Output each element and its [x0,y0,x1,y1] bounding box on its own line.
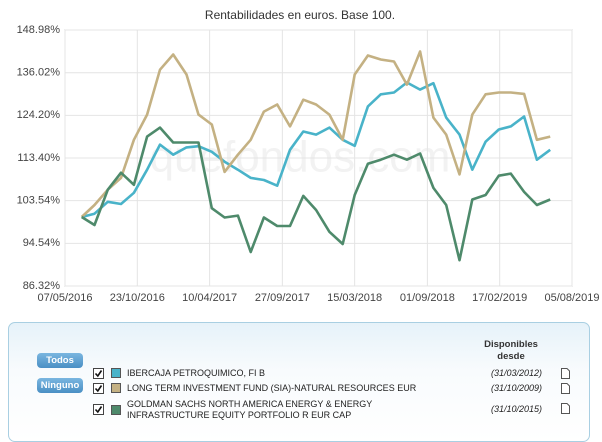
document-icon[interactable] [561,403,570,414]
chart-title: Rentabilidades en euros. Base 100. [205,8,395,22]
legend-swatch [111,383,121,393]
document-icon[interactable] [561,383,570,394]
select-all-button[interactable]: Todos [37,353,83,368]
checkbox[interactable] [93,368,104,379]
chart: Rentabilidades en euros. Base 100. quefo… [17,8,600,304]
y-tick-label: 103.54% [17,195,61,207]
legend-swatch [111,368,121,378]
checkbox[interactable] [93,383,104,394]
series-line [81,126,551,262]
legend-label: LONG TERM INVESTMENT FUND (SIA)-NATURAL … [127,383,417,393]
y-tick-label: 113.40% [17,152,60,164]
since-date: (31/03/2012) [490,368,542,378]
legend-swatch [111,405,121,415]
series-line [81,81,551,219]
since-date: (31/10/2009) [490,383,542,393]
since-date: (31/10/2015) [490,404,542,414]
document-icon[interactable] [561,368,570,379]
x-tick-label: 01/09/2018 [400,292,455,304]
series-line [80,50,551,218]
checkbox[interactable] [93,404,104,415]
x-tick-label: 15/03/2018 [327,292,382,304]
x-tick-label: 07/05/2016 [37,292,92,304]
legend-label: GOLDMAN SACHS NORTH AMERICA ENERGY & ENE… [127,399,373,420]
y-tick-label: 86.32% [23,280,61,292]
y-tick-label: 136.02% [17,67,61,79]
y-tick-label: 124.20% [17,109,61,121]
column-header: Disponibles desde [484,339,538,362]
x-tick-label: 23/10/2016 [110,292,165,304]
x-tick-label: 10/04/2017 [182,292,237,304]
x-tick-label: 17/02/2019 [472,292,527,304]
y-tick-label: 94.54% [23,237,61,249]
x-tick-label: 05/08/2019 [544,292,599,304]
legend-label: IBERCAJA PETROQUIMICO, FI B [127,368,266,378]
grid [64,29,573,287]
y-tick-label: 148.98% [17,24,61,36]
select-none-button[interactable]: Ninguno [37,378,83,393]
legend-panel: Todos Ninguno Disponibles desde IBERCAJA… [8,322,590,442]
watermark: quefondos.com [150,133,451,182]
x-tick-label: 27/09/2017 [255,292,310,304]
